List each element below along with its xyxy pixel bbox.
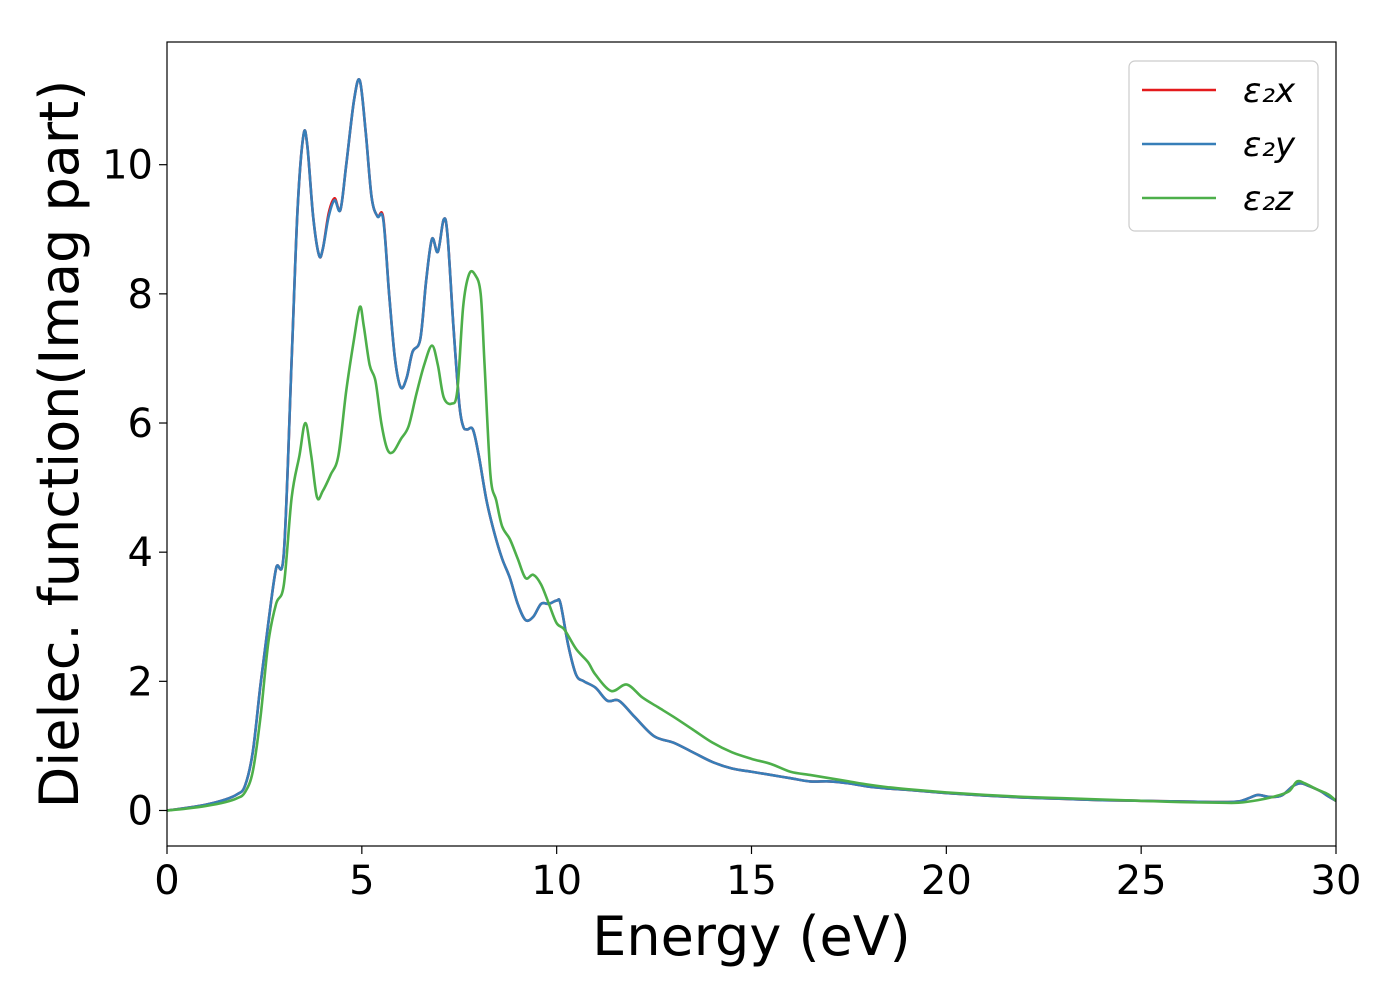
y-tick-label: 4 — [128, 530, 153, 576]
x-axis-ticks: 0 5 10 15 20 25 30 — [154, 846, 1361, 904]
y-tick-label: 8 — [128, 272, 153, 318]
series-lines — [167, 78, 1336, 812]
plot-frame — [166, 41, 1337, 847]
x-tick-label: 25 — [1116, 858, 1167, 904]
y-axis-ticks: 0 2 4 6 8 10 — [102, 143, 167, 834]
legend-label: ε₂z — [1243, 179, 1294, 219]
x-axis-title: Energy (eV) — [592, 905, 911, 968]
legend-box — [1128, 60, 1319, 232]
series-line-2 — [167, 269, 1336, 812]
y-tick-label: 6 — [128, 401, 153, 447]
legend: ε₂x ε₂y ε₂z — [1128, 60, 1319, 232]
y-tick-label: 0 — [128, 788, 153, 834]
x-tick-label: 30 — [1311, 858, 1362, 904]
x-tick-label: 0 — [154, 858, 179, 904]
legend-label: ε₂y — [1243, 125, 1296, 165]
x-tick-label: 10 — [531, 858, 582, 904]
y-axis-title: Dielec. function(Imag part) — [28, 80, 91, 809]
x-tick-label: 15 — [726, 858, 777, 904]
y-tick-label: 10 — [102, 143, 153, 189]
x-tick-label: 5 — [349, 858, 374, 904]
y-tick-label: 2 — [128, 659, 153, 705]
legend-label: ε₂x — [1243, 71, 1296, 111]
x-tick-label: 20 — [921, 858, 972, 904]
